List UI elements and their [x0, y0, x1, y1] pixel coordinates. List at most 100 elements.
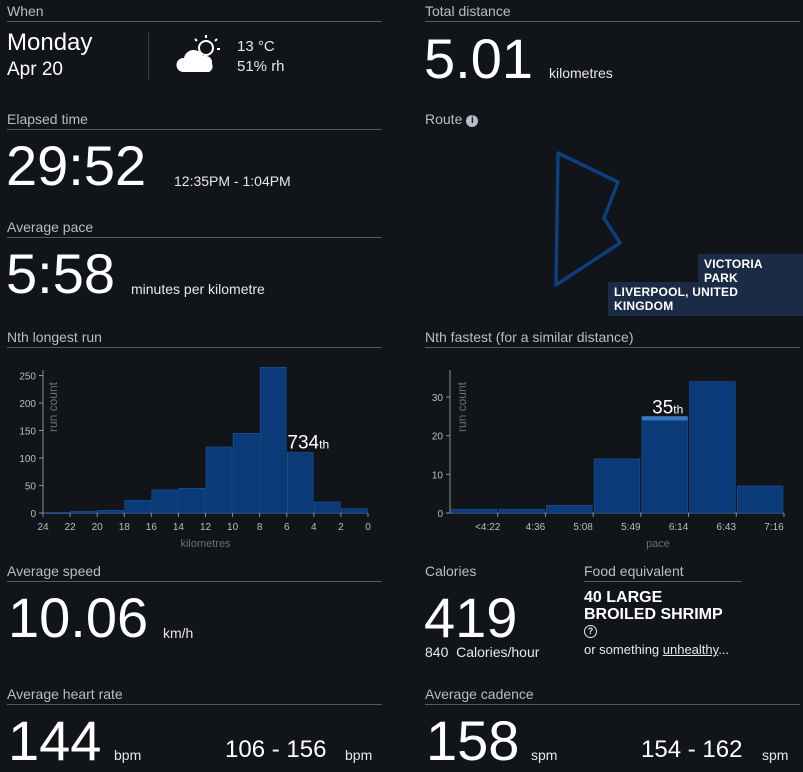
- bar-5: [689, 381, 736, 514]
- food-alternative: or something unhealthy...: [584, 642, 729, 657]
- bar-0: [43, 512, 70, 515]
- x-tick-label-2: 5:08: [573, 522, 593, 533]
- food-alt-suffix: ...: [718, 642, 730, 657]
- food-alt-prefix: or something: [584, 642, 663, 657]
- partly-cloudy-icon: [176, 35, 220, 72]
- speed-label: Average speed: [7, 563, 382, 582]
- y-tick-label-2: 100: [19, 454, 36, 465]
- bar-3: [124, 500, 152, 514]
- x-tick-label-8: 8: [257, 522, 263, 533]
- rank-annotation: 35th: [652, 397, 683, 418]
- bar-8: [259, 367, 287, 514]
- calories-label: Calories: [425, 563, 477, 579]
- info-icon[interactable]: i: [466, 115, 479, 127]
- y-tick-label-1: 10: [432, 470, 444, 481]
- x-tick-label-6: 7:16: [764, 522, 784, 533]
- heart-range: 106 - 156: [225, 736, 327, 763]
- when-divider: [148, 32, 149, 80]
- route-label-text: Route: [425, 111, 463, 127]
- bar-5: [178, 488, 206, 514]
- y-axis-label: run count: [46, 381, 60, 432]
- heart-value: 144: [8, 709, 102, 772]
- cadence-value: 158: [426, 709, 520, 772]
- distance-unit: kilometres: [549, 65, 613, 81]
- x-tick-label-5: 6:43: [717, 522, 737, 533]
- bar-1: [70, 511, 97, 514]
- x-tick-label-1: 4:36: [526, 522, 546, 533]
- when-label: When: [7, 3, 382, 22]
- y-tick-label-3: 150: [19, 427, 36, 438]
- bar-2: [97, 510, 124, 514]
- x-tick-label-12: 0: [365, 522, 371, 533]
- calories-value: 419: [424, 586, 518, 649]
- unhealthy-link[interactable]: unhealthy: [662, 642, 719, 657]
- highlight-marker: [641, 416, 688, 421]
- food-label: Food equivalent: [584, 563, 742, 582]
- day-name: Monday: [7, 29, 93, 56]
- pace-label: Average pace: [7, 219, 382, 238]
- x-tick-label-0: 24: [37, 522, 49, 533]
- question-circle-icon[interactable]: ?: [584, 625, 597, 638]
- humidity: 51% rh: [237, 58, 285, 75]
- x-tick-label-9: 6: [284, 522, 290, 533]
- elapsed-label: Elapsed time: [7, 111, 382, 130]
- bar-4: [151, 489, 179, 514]
- speed-unit: km/h: [163, 625, 194, 641]
- heart-label: Average heart rate: [7, 686, 382, 705]
- route-map: [554, 151, 622, 287]
- x-tick-label-11: 2: [338, 522, 344, 533]
- food-line1: 40 LARGE: [584, 589, 663, 606]
- speed-value: 10.06: [8, 586, 149, 649]
- x-tick-label-4: 16: [146, 522, 158, 533]
- pace-unit: minutes per kilometre: [131, 281, 265, 297]
- cadence-range: 154 - 162: [641, 736, 743, 763]
- rank-suffix: th: [319, 438, 329, 452]
- rank-number: 35: [652, 397, 673, 418]
- y-tick-label-0: 0: [437, 509, 443, 520]
- calories-rate-unit: Calories/hour: [456, 644, 540, 660]
- bar-10: [314, 501, 341, 514]
- bar-9: [287, 452, 314, 514]
- x-tick-label-1: 22: [65, 522, 77, 533]
- route-city-badge: LIVERPOOL, UNITED KINGDOM: [608, 282, 803, 316]
- elapsed-range: 12:35PM - 1:04PM: [174, 173, 291, 189]
- bar-7: [232, 433, 260, 514]
- temperature: 13 °C: [237, 38, 275, 55]
- y-tick-label-0: 0: [30, 509, 36, 520]
- y-tick-label-5: 250: [19, 372, 36, 383]
- x-tick-label-10: 4: [311, 522, 317, 533]
- x-tick-label-3: 5:49: [621, 522, 641, 533]
- y-tick-label-1: 50: [25, 482, 37, 493]
- cadence-unit: spm: [531, 747, 558, 763]
- nth-fastest-label: Nth fastest (for a similar distance): [425, 329, 800, 348]
- bar-11: [341, 508, 368, 514]
- distance-label: Total distance: [425, 3, 800, 22]
- y-tick-label-4: 200: [19, 399, 36, 410]
- route-path: [554, 151, 622, 287]
- distance-value: 5.01: [424, 27, 533, 90]
- cadence-label: Average cadence: [425, 686, 800, 705]
- bar-0: [450, 508, 497, 514]
- x-axis-label: kilometres: [180, 538, 231, 550]
- heart-range-unit: bpm: [345, 747, 373, 763]
- bar-6: [205, 446, 233, 514]
- nth-longest-label: Nth longest run: [7, 329, 382, 348]
- calories-rate: 840 Calories/hour: [425, 644, 539, 660]
- x-tick-label-7: 10: [227, 522, 239, 533]
- food-line2: BROILED SHRIMP: [584, 606, 723, 623]
- nth-fastest-chart: 0 10 20 30 <4:22 4:36 5:08 5:49 6:14 6:43 7:16 35th…: [432, 370, 785, 550]
- x-tick-label-0: <4:22: [475, 522, 501, 533]
- rank-number: 734: [287, 433, 319, 454]
- route-label: Route i: [425, 111, 800, 129]
- rank-annotation: 734th: [287, 433, 329, 454]
- heart-unit: bpm: [114, 747, 142, 763]
- calories-rate-value: 840: [425, 644, 449, 660]
- bar-4: [641, 416, 688, 514]
- x-tick-label-2: 20: [92, 522, 104, 533]
- y-tick-label-2: 20: [432, 432, 444, 443]
- bar-1: [498, 508, 545, 514]
- bar-6: [737, 485, 784, 514]
- bar-2: [546, 505, 593, 514]
- x-tick-label-5: 14: [173, 522, 185, 533]
